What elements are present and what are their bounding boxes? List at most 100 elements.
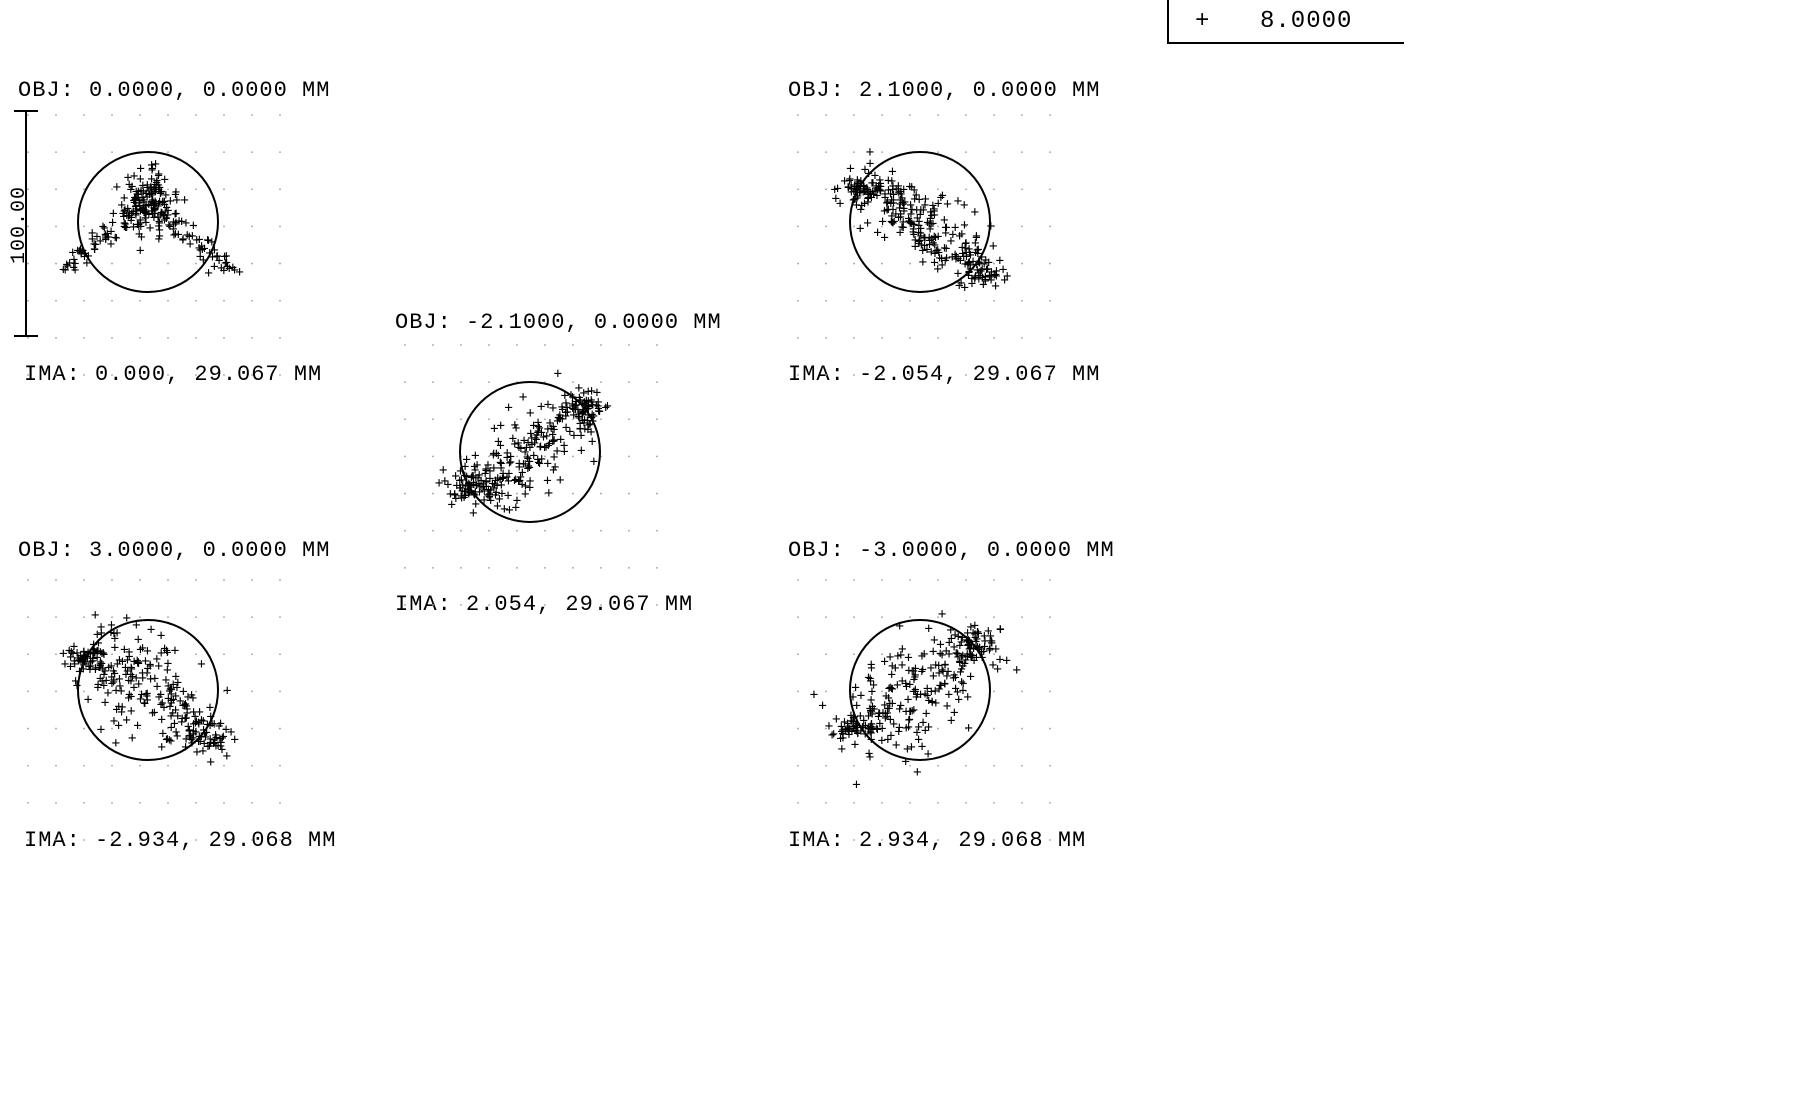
svg-text:+: + <box>89 637 97 653</box>
svg-text:+: + <box>223 749 231 765</box>
svg-text:+: + <box>526 406 534 422</box>
svg-text:+: + <box>904 692 912 708</box>
svg-text:+: + <box>127 661 135 677</box>
svg-text:+: + <box>833 181 841 197</box>
svg-text:+: + <box>526 480 534 496</box>
svg-text:+: + <box>577 443 585 459</box>
svg-text:+: + <box>949 227 957 243</box>
svg-text:+: + <box>562 408 570 424</box>
svg-text:+: + <box>153 679 161 695</box>
svg-text:+: + <box>155 658 163 674</box>
svg-text:+: + <box>960 198 968 214</box>
markers-F4: ++++++++++++++++++++++++++++++++++++++++… <box>59 608 239 771</box>
svg-text:+: + <box>210 242 218 258</box>
svg-text:+: + <box>490 421 498 437</box>
svg-text:+: + <box>974 626 982 642</box>
svg-text:+: + <box>519 457 527 473</box>
svg-text:+: + <box>163 663 171 679</box>
svg-text:+: + <box>850 179 858 195</box>
svg-text:+: + <box>216 716 224 732</box>
svg-text:+: + <box>924 746 932 762</box>
svg-text:+: + <box>171 643 179 659</box>
svg-text:+: + <box>462 452 470 468</box>
svg-text:+: + <box>946 623 954 639</box>
svg-text:+: + <box>471 448 479 464</box>
svg-text:+: + <box>576 421 584 437</box>
svg-text:+: + <box>182 711 190 727</box>
svg-text:+: + <box>989 239 997 255</box>
svg-text:+: + <box>519 390 527 406</box>
svg-text:+: + <box>127 689 135 705</box>
svg-text:+: + <box>941 220 949 236</box>
svg-text:+: + <box>572 394 580 410</box>
svg-text:+: + <box>866 719 874 735</box>
svg-text:+: + <box>950 705 958 721</box>
svg-text:+: + <box>206 755 214 771</box>
svg-text:+: + <box>852 777 860 793</box>
svg-text:+: + <box>101 695 109 711</box>
svg-text:+: + <box>107 625 115 641</box>
svg-text:+: + <box>160 197 168 213</box>
svg-text:+: + <box>996 652 1004 668</box>
svg-text:+: + <box>81 246 89 262</box>
svg-text:+: + <box>886 650 894 666</box>
obj-label-F5: OBJ: -3.0000, 0.0000 MM <box>788 538 1115 563</box>
svg-text:+: + <box>150 202 158 218</box>
svg-text:+: + <box>925 621 933 637</box>
svg-text:+: + <box>857 202 865 218</box>
svg-text:+: + <box>921 197 929 213</box>
svg-text:+: + <box>818 698 826 714</box>
svg-text:+: + <box>468 468 476 484</box>
spot-plot-F1: ++++++++++++++++++++++++++++++++++++++++… <box>18 105 298 385</box>
svg-text:+: + <box>856 221 864 237</box>
svg-text:+: + <box>937 678 945 694</box>
svg-text:+: + <box>475 485 483 501</box>
svg-text:+: + <box>991 278 999 294</box>
svg-text:+: + <box>868 175 876 191</box>
svg-text:+: + <box>86 662 94 678</box>
svg-text:+: + <box>229 260 237 276</box>
svg-text:+: + <box>887 196 895 212</box>
svg-text:+: + <box>996 621 1004 637</box>
svg-text:+: + <box>136 161 144 177</box>
svg-text:+: + <box>903 742 911 758</box>
svg-text:+: + <box>840 715 848 731</box>
svg-text:+: + <box>896 225 904 241</box>
svg-text:+: + <box>867 190 875 206</box>
svg-text:+: + <box>113 180 121 196</box>
svg-text:+: + <box>127 213 135 229</box>
spot-plot-F4: ++++++++++++++++++++++++++++++++++++++++… <box>18 570 298 850</box>
svg-text:+: + <box>898 641 906 657</box>
svg-text:+: + <box>941 253 949 269</box>
legend-value: 8.0000 <box>1260 8 1352 35</box>
svg-text:+: + <box>888 667 896 683</box>
svg-text:+: + <box>588 434 596 450</box>
svg-text:+: + <box>829 726 837 742</box>
svg-text:+: + <box>147 622 155 638</box>
svg-text:+: + <box>507 449 515 465</box>
svg-text:+: + <box>960 217 968 233</box>
svg-text:+: + <box>179 233 187 249</box>
spot-plot-F5: ++++++++++++++++++++++++++++++++++++++++… <box>788 570 1068 850</box>
svg-text:+: + <box>78 652 86 668</box>
svg-text:+: + <box>109 206 117 222</box>
svg-text:+: + <box>182 216 190 232</box>
svg-text:+: + <box>118 654 126 670</box>
svg-text:+: + <box>865 746 873 762</box>
svg-text:+: + <box>928 694 936 710</box>
svg-text:+: + <box>951 247 959 263</box>
spot-plot-F2: ++++++++++++++++++++++++++++++++++++++++… <box>788 105 1068 385</box>
svg-text:+: + <box>189 218 197 234</box>
svg-text:+: + <box>859 182 867 198</box>
svg-text:+: + <box>964 638 972 654</box>
markers-F2: ++++++++++++++++++++++++++++++++++++++++… <box>830 144 1011 295</box>
svg-text:+: + <box>879 705 887 721</box>
svg-text:+: + <box>512 420 520 436</box>
svg-text:+: + <box>132 618 140 634</box>
svg-text:+: + <box>913 765 921 781</box>
svg-text:+: + <box>169 215 177 231</box>
svg-text:+: + <box>195 717 203 733</box>
svg-text:+: + <box>504 400 512 416</box>
svg-text:+: + <box>61 262 69 278</box>
svg-text:+: + <box>186 728 194 744</box>
